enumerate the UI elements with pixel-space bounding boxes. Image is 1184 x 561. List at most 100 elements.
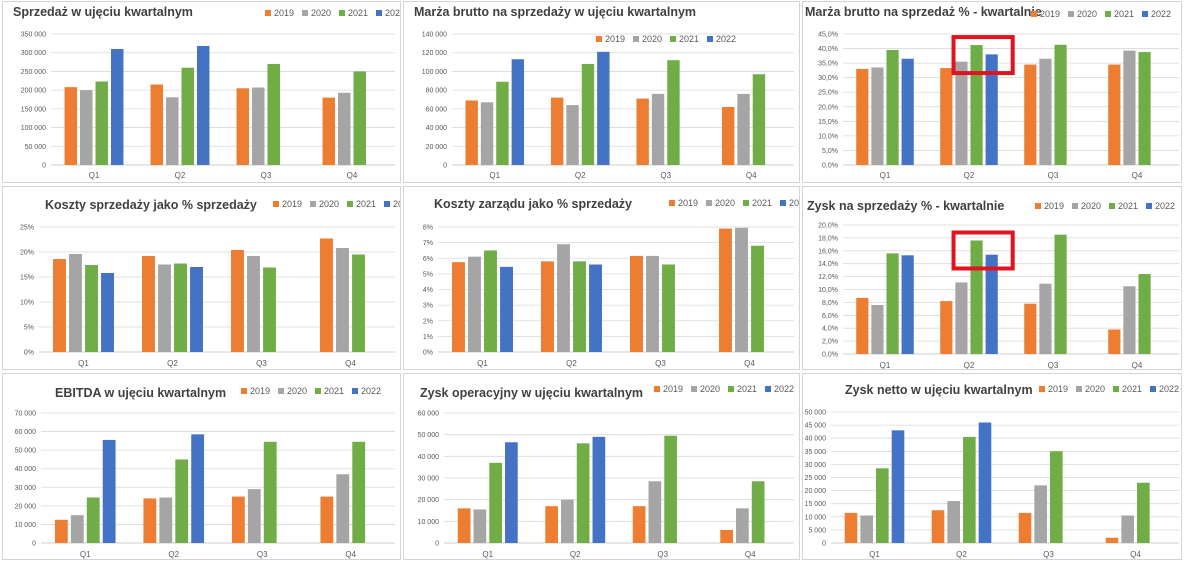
legend-label-2020: 2020 <box>1077 9 1097 19</box>
chart-panel-selling-costs-percent: Koszty sprzedaży jako % sprzedaży 2019 202… <box>2 186 401 370</box>
y-tick-label: 35 000 <box>805 449 827 456</box>
legend-label-2021: 2021 <box>324 386 344 396</box>
legend-swatch-2022 <box>1150 386 1156 392</box>
y-tick-label: 120 000 <box>422 50 447 57</box>
x-tick-label: Q3 <box>1048 171 1059 180</box>
x-tick-label: Q2 <box>570 550 581 559</box>
legend-swatch-2021 <box>1105 11 1111 17</box>
bar-q1-2022 <box>901 58 914 165</box>
chart-svg: Sprzedaż w ujęciu kwartalnym 2019 2020 2021… <box>13 5 400 180</box>
bar-q1-2019 <box>856 68 869 165</box>
y-tick-label: 60 000 <box>15 429 37 436</box>
legend-label-2021: 2021 <box>679 34 699 44</box>
legend-swatch-2020 <box>310 201 316 207</box>
bar-q4-2021 <box>751 245 764 352</box>
x-tick-label: Q3 <box>1048 361 1059 369</box>
bar-q1-2019 <box>53 259 66 352</box>
highlight-box <box>951 230 1015 271</box>
y-tick-label: 20,0% <box>818 104 838 111</box>
bar-q3-2019 <box>1024 303 1037 354</box>
legend-label-2022: 2022 <box>774 384 794 394</box>
legend-label-2020: 2020 <box>700 384 720 394</box>
bar-q4-2021 <box>752 74 766 165</box>
legend-label-2019: 2019 <box>274 8 294 18</box>
chart-title: Koszty sprzedaży jako % sprzedaży <box>45 198 257 212</box>
y-tick-label: 1% <box>423 334 433 341</box>
y-tick-label: 30 000 <box>418 476 440 483</box>
y-tick-label: 100 000 <box>21 125 46 132</box>
y-tick-label: 60 000 <box>426 106 448 113</box>
legend-swatch-2022 <box>352 388 358 394</box>
bar-q1-2022 <box>102 439 116 543</box>
y-tick-label: 10 000 <box>805 514 827 521</box>
legend-label-2020: 2020 <box>1085 384 1105 394</box>
bar-q2-2021 <box>181 67 194 165</box>
bar-q3-2021 <box>664 435 677 543</box>
bar-q4-2021 <box>1138 274 1151 354</box>
x-tick-label: Q1 <box>89 171 100 180</box>
bar-q4-2021 <box>352 254 365 352</box>
bar-q3-2021 <box>263 267 276 352</box>
bar-q2-2022 <box>190 267 203 352</box>
bar-q2-2021 <box>970 240 983 354</box>
legend-label-2021: 2021 <box>348 8 368 18</box>
legend-swatch-2022 <box>780 200 786 206</box>
y-tick-label: 25,0% <box>818 90 838 97</box>
x-tick-label: Q4 <box>745 550 756 559</box>
highlight-box <box>951 35 1015 76</box>
bar-q2-2020 <box>166 97 179 165</box>
legend-label-2022: 2022 <box>1151 9 1171 19</box>
x-tick-label: Q4 <box>1132 171 1143 180</box>
legend-label-2020: 2020 <box>287 386 307 396</box>
y-tick-label: 0 <box>32 541 36 548</box>
bar-q2-2021 <box>174 263 187 352</box>
y-tick-label: 3% <box>423 303 433 310</box>
y-tick-label: 0 <box>435 541 439 548</box>
bar-q2-2022 <box>985 54 998 165</box>
y-tick-label: 350 000 <box>21 32 46 39</box>
chart-svg: Marża brutto na sprzedaży w ujęciu kwart… <box>414 5 794 180</box>
y-tick-label: 12,0% <box>818 274 838 281</box>
y-tick-label: 4,0% <box>822 326 838 333</box>
bar-q4-2020 <box>735 227 748 352</box>
bar-q4-2021 <box>1138 52 1151 165</box>
bar-q2-2021 <box>581 63 595 165</box>
bar-q2-2022 <box>196 45 210 165</box>
legend-swatch-2022 <box>384 201 390 207</box>
x-tick-label: Q2 <box>964 171 975 180</box>
legend-label-2021: 2021 <box>752 198 772 208</box>
bar-q2-2021 <box>175 459 189 543</box>
bar-q4-2019 <box>720 530 733 543</box>
legend-label-2020: 2020 <box>715 198 735 208</box>
bar-q1-2019 <box>844 512 858 543</box>
bar-q1-2021 <box>86 497 100 543</box>
legend-label-2022: 2022 <box>361 386 381 396</box>
bar-q1-2022 <box>891 430 905 543</box>
x-tick-label: Q3 <box>1043 550 1054 559</box>
bar-q2-2022 <box>597 51 610 165</box>
bar-q3-2020 <box>651 93 665 165</box>
chart-title: Zysk operacyjny w ujęciu kwartalnym <box>420 386 643 400</box>
legend-swatch-2019 <box>654 386 660 392</box>
legend-swatch-2020 <box>1068 11 1074 17</box>
legend-swatch-2020 <box>1076 386 1082 392</box>
y-tick-label: 15 000 <box>805 501 827 508</box>
bar-q3-2021 <box>267 63 280 165</box>
y-tick-label: 0 <box>822 541 826 548</box>
y-tick-label: 40 000 <box>805 436 827 443</box>
bar-q2-2019 <box>931 510 945 543</box>
bar-q4-2021 <box>751 481 765 543</box>
x-tick-label: Q1 <box>489 171 500 180</box>
bar-q2-2020 <box>158 264 171 352</box>
legend-label-2020: 2020 <box>311 8 331 18</box>
y-tick-label: 250 000 <box>21 69 46 76</box>
bar-q4-2020 <box>336 248 349 352</box>
bar-q1-2021 <box>95 81 108 165</box>
bar-q2-2021 <box>573 261 586 352</box>
bar-q2-2021 <box>970 45 983 165</box>
legend-label-2021: 2021 <box>1122 384 1142 394</box>
x-tick-label: Q2 <box>175 171 186 180</box>
legend-swatch-2019 <box>265 10 271 16</box>
bar-q3-2020 <box>1039 58 1052 165</box>
bar-q4-2019 <box>322 97 336 165</box>
